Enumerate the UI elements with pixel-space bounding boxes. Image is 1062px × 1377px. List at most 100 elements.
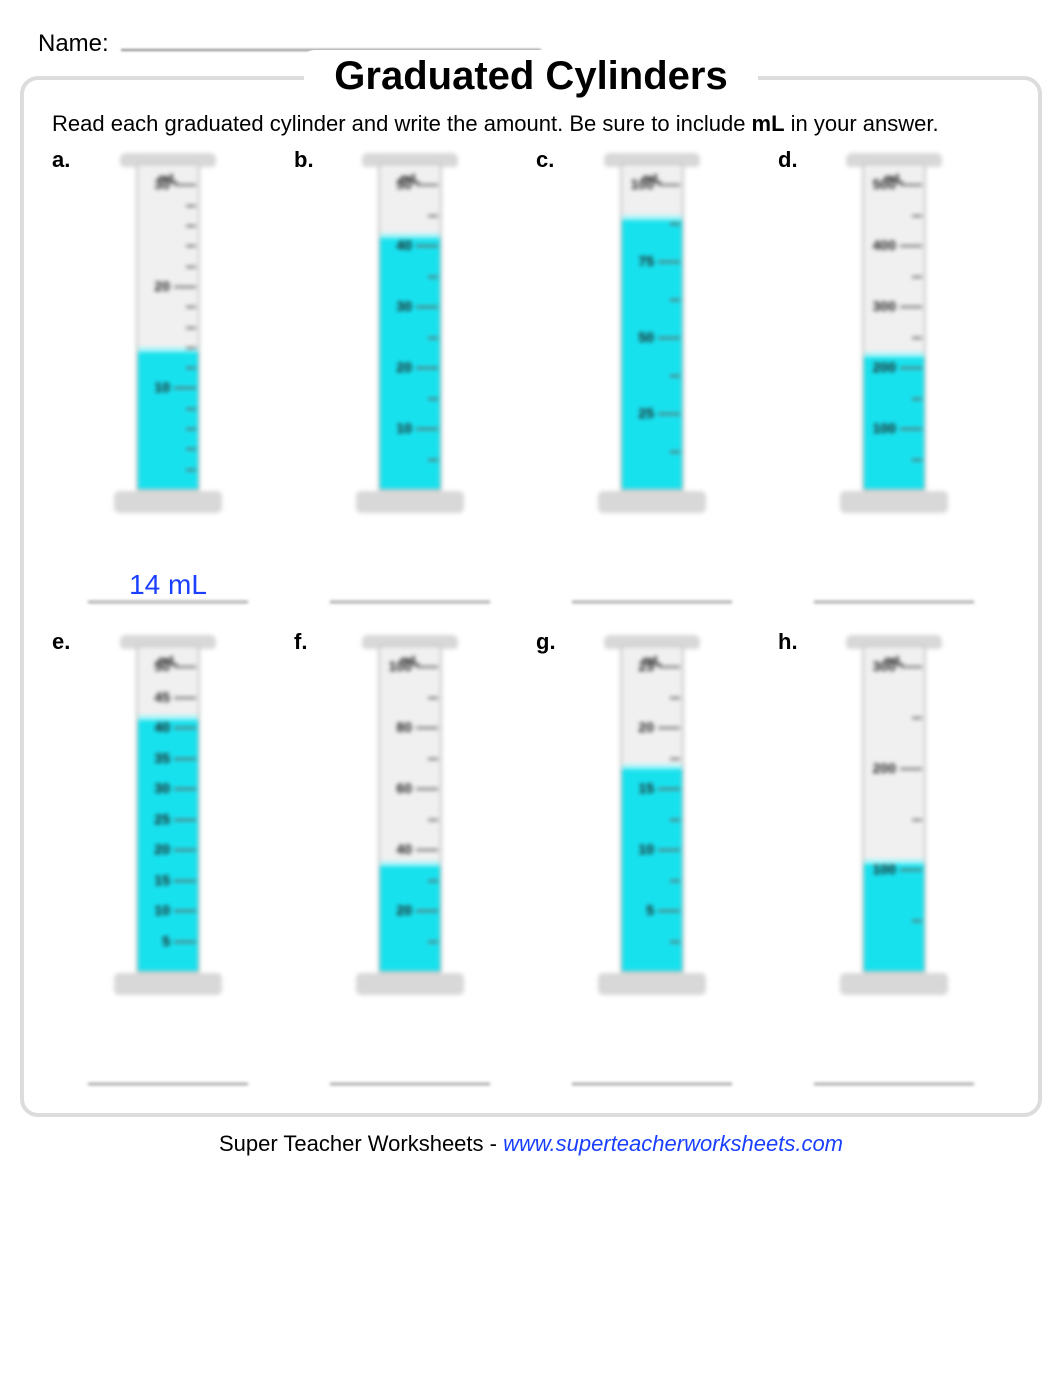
answer-blank[interactable] <box>814 571 974 603</box>
instructions-pre: Read each graduated cylinder and write t… <box>52 111 752 136</box>
liquid-fill <box>864 352 924 489</box>
tick-minor <box>912 215 922 217</box>
liquid-fill <box>622 215 682 489</box>
tick-label: 200 <box>873 760 896 776</box>
tick-label: 45 <box>154 689 170 705</box>
tick-minor <box>186 327 196 329</box>
tick-label: 80 <box>396 719 412 735</box>
cylinder-cell-a: a. mL302010 14 mL <box>52 147 284 603</box>
liquid-fill <box>622 764 682 971</box>
cell-label: f. <box>294 629 307 655</box>
tick-major <box>416 849 438 851</box>
answer-line <box>572 1083 732 1085</box>
tick-label: 300 <box>873 298 896 314</box>
tick-major <box>900 245 922 247</box>
cylinder-cell-b: b. mL5040302010 <box>294 147 526 603</box>
liquid-fill <box>138 347 198 489</box>
unit-label: mL <box>138 171 198 186</box>
cylinder-tube: mL300200100 <box>862 645 926 973</box>
graduated-cylinder: mL252015105 <box>612 635 692 995</box>
footer-text: Super Teacher Worksheets - <box>219 1131 503 1156</box>
cylinder-base <box>840 491 948 513</box>
unit-label: mL <box>864 171 924 186</box>
cylinder-cell-d: d.mL500400300200100 <box>778 147 1010 603</box>
instructions-post: in your answer. <box>785 111 939 136</box>
cylinder-cell-e: e. mL5045403530252015105 <box>52 629 284 1085</box>
tick-minor <box>670 758 680 760</box>
tick-minor <box>186 306 196 308</box>
tick-minor <box>428 697 438 699</box>
tick-label: 20 <box>638 719 654 735</box>
tick-label: 20 <box>154 278 170 294</box>
unit-label: mL <box>380 171 440 186</box>
graduated-cylinder: mL5040302010 <box>370 153 450 513</box>
cylinder-cell-h: h. mL300200100 <box>778 629 1010 1085</box>
cell-label: h. <box>778 629 798 655</box>
title-wrap: Graduated Cylinders <box>52 50 1010 103</box>
tick-minor <box>186 205 196 207</box>
tick-major <box>900 306 922 308</box>
graduated-cylinder: mL500400300200100 <box>854 153 934 513</box>
tick-minor <box>912 717 922 719</box>
worksheet-page: Name: Graduated Cylinders Read each grad… <box>0 0 1062 1167</box>
unit-label: mL <box>622 653 682 668</box>
cylinder-base <box>598 491 706 513</box>
tick-label: 400 <box>873 237 896 253</box>
cylinder-base <box>598 973 706 995</box>
graduated-cylinder: mL300200100 <box>854 635 934 995</box>
liquid-fill <box>138 715 198 971</box>
graduated-cylinder: mL302010 <box>128 153 208 513</box>
cylinder-base <box>840 973 948 995</box>
tick-minor <box>912 276 922 278</box>
tick-minor <box>186 266 196 268</box>
cell-label: a. <box>52 147 70 173</box>
unit-label: mL <box>138 653 198 668</box>
tick-label: 60 <box>396 780 412 796</box>
tick-minor <box>186 225 196 227</box>
tick-major <box>416 788 438 790</box>
cylinder-cell-c: c. mL100755025 <box>536 147 768 603</box>
cylinder-tube: mL5045403530252015105 <box>136 645 200 973</box>
unit-label: mL <box>380 653 440 668</box>
cylinder-tube: mL100755025 <box>620 163 684 491</box>
answer-line <box>572 601 732 603</box>
cylinder-tube: mL500400300200100 <box>862 163 926 491</box>
cylinder-base <box>114 491 222 513</box>
tick-major <box>658 727 680 729</box>
instructions: Read each graduated cylinder and write t… <box>52 111 1010 137</box>
answer-line <box>814 601 974 603</box>
answer-blank[interactable] <box>330 1053 490 1085</box>
cell-label: e. <box>52 629 70 655</box>
tick-minor <box>912 337 922 339</box>
tick-major <box>174 286 196 288</box>
answer-blank[interactable] <box>88 1053 248 1085</box>
answer-blank[interactable] <box>572 571 732 603</box>
answer-line <box>330 1083 490 1085</box>
cylinder-grid: a. mL302010 14 mL b. mL5040302010 c. mL1007550… <box>52 147 1010 1085</box>
tick-minor <box>912 819 922 821</box>
answer-blank[interactable] <box>572 1053 732 1085</box>
tick-major <box>174 697 196 699</box>
tick-major <box>416 727 438 729</box>
cylinder-tube: mL302010 <box>136 163 200 491</box>
cell-label: g. <box>536 629 556 655</box>
unit-label: mL <box>622 171 682 186</box>
tick-minor <box>428 819 438 821</box>
liquid-fill <box>380 861 440 971</box>
tick-minor <box>186 245 196 247</box>
cylinder-tube: mL252015105 <box>620 645 684 973</box>
tick-label: 40 <box>396 841 412 857</box>
footer: Super Teacher Worksheets - www.superteac… <box>20 1131 1042 1157</box>
cylinder-base <box>356 973 464 995</box>
answer-blank[interactable] <box>814 1053 974 1085</box>
cell-label: c. <box>536 147 554 173</box>
answer-text: 14 mL <box>88 569 248 601</box>
tick-minor <box>670 697 680 699</box>
cell-label: d. <box>778 147 798 173</box>
cylinder-tube: mL10080604020 <box>378 645 442 973</box>
answer-blank[interactable]: 14 mL <box>88 571 248 603</box>
answer-blank[interactable] <box>330 571 490 603</box>
cell-label: b. <box>294 147 314 173</box>
liquid-fill <box>864 859 924 971</box>
cylinder-tube: mL5040302010 <box>378 163 442 491</box>
